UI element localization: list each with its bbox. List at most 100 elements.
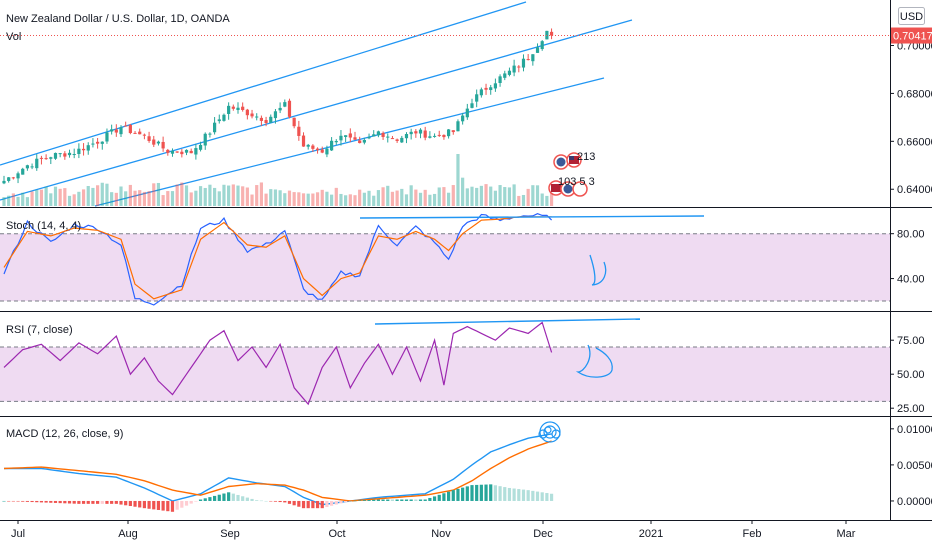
macd-title: MACD (12, 26, close, 9) (6, 428, 123, 440)
volume-bar (526, 188, 530, 206)
candle-body (447, 129, 451, 137)
candle-body (456, 121, 460, 132)
macd-hist-bar (198, 499, 203, 501)
volume-bar (432, 193, 437, 206)
macd-hist-bar (320, 500, 324, 509)
volume-bar (297, 192, 301, 206)
volume-bar (133, 190, 137, 206)
volume-bar (100, 182, 104, 206)
candle-body (222, 114, 226, 121)
volume-bar (110, 192, 114, 206)
x-tick-label: Nov (431, 528, 451, 540)
candle-body (498, 76, 502, 84)
macd-hist-bar (283, 500, 287, 503)
macd-hist-bar (353, 500, 357, 502)
candle-body (311, 145, 315, 149)
volume-bar (418, 192, 423, 206)
macd-circle-drawing (551, 429, 561, 439)
candle-body (166, 149, 170, 153)
candle-body (334, 140, 338, 143)
macd-hist-bar (7, 500, 11, 502)
candle-body (39, 157, 44, 159)
volume-bar (250, 194, 254, 206)
macd-hist-bar (330, 500, 334, 506)
volume-bar (531, 185, 535, 206)
volume-bar (479, 185, 483, 206)
volume-bar (306, 193, 310, 206)
volume-bar (166, 191, 170, 206)
signal-line (3, 440, 552, 502)
candle-body (100, 141, 104, 144)
macd-hist-bar (259, 500, 263, 502)
macd-hist-bar (170, 500, 175, 512)
macd-hist-bar (100, 500, 104, 504)
x-tick-label: Oct (328, 528, 345, 540)
currency-button[interactable]: USD (898, 7, 925, 25)
macd-hist-bar (77, 500, 81, 504)
macd-hist-bar (344, 500, 348, 503)
volume-bar (330, 194, 334, 206)
macd-hist-bar (512, 488, 516, 501)
candle-body (489, 87, 493, 91)
macd-hist-bar (203, 498, 207, 501)
volume-bar (461, 177, 465, 206)
macd-hist-bar (456, 488, 460, 501)
volume-bar (301, 193, 306, 206)
candle-body (418, 129, 423, 134)
candle-body (507, 70, 512, 75)
y-tick-label: 40.00 (897, 274, 925, 286)
y-tick-label: 0.00000 (897, 496, 932, 508)
volume-bar (269, 189, 273, 206)
candle-body (521, 58, 526, 68)
candle-body (306, 144, 310, 147)
candle-body (63, 153, 67, 157)
candle-body (381, 132, 385, 137)
candle-body (526, 59, 530, 61)
volume-bar (170, 191, 175, 206)
macd-hist-bar (156, 500, 161, 510)
event-marker-bottom: 103 5 3 (548, 176, 595, 197)
volume-bar (428, 194, 432, 206)
macd-hist-bar (292, 500, 296, 506)
candle-body (531, 54, 535, 62)
volume-bar (292, 192, 296, 206)
candle-body (386, 136, 390, 138)
trendlines (0, 1, 633, 207)
x-axis: Jul Aug Sep Oct Nov Dec 2021 Feb Mar (11, 520, 856, 540)
candle-body (241, 106, 245, 110)
volume-bar (390, 191, 395, 206)
macd-hist-bar (138, 500, 142, 508)
candle-body (105, 132, 109, 142)
candle-body (330, 140, 334, 151)
macd-hist-bar (124, 500, 128, 506)
candle-body (124, 125, 128, 127)
volume-bar (67, 195, 72, 206)
volume-bar (348, 194, 352, 206)
candle-body (11, 177, 15, 179)
volume-bar (423, 189, 427, 206)
candle-body (72, 154, 76, 156)
volume-bar (222, 184, 226, 206)
candle-body (540, 41, 544, 50)
macd-hist-bar (301, 500, 306, 509)
candle-body (81, 148, 86, 151)
macd-hist-bar (409, 499, 413, 501)
volume-bar (72, 194, 76, 206)
volume-bar (409, 185, 413, 206)
macd-hist-bar (503, 487, 507, 501)
candle-body (297, 126, 301, 136)
candle-body (376, 131, 380, 136)
macd-hist-bar (493, 485, 497, 501)
macd-hist-bar (255, 500, 259, 501)
rsi-title: RSI (7, close) (6, 324, 73, 336)
hand-drawings (359, 215, 705, 443)
candle-body (325, 148, 329, 155)
macd-hist-bar (67, 500, 72, 504)
macd-hist-bar (531, 490, 535, 501)
macd-hist-bar (315, 500, 320, 509)
macd-hist-bar (49, 500, 53, 503)
candle-body (58, 153, 62, 155)
candle-body (535, 47, 540, 53)
